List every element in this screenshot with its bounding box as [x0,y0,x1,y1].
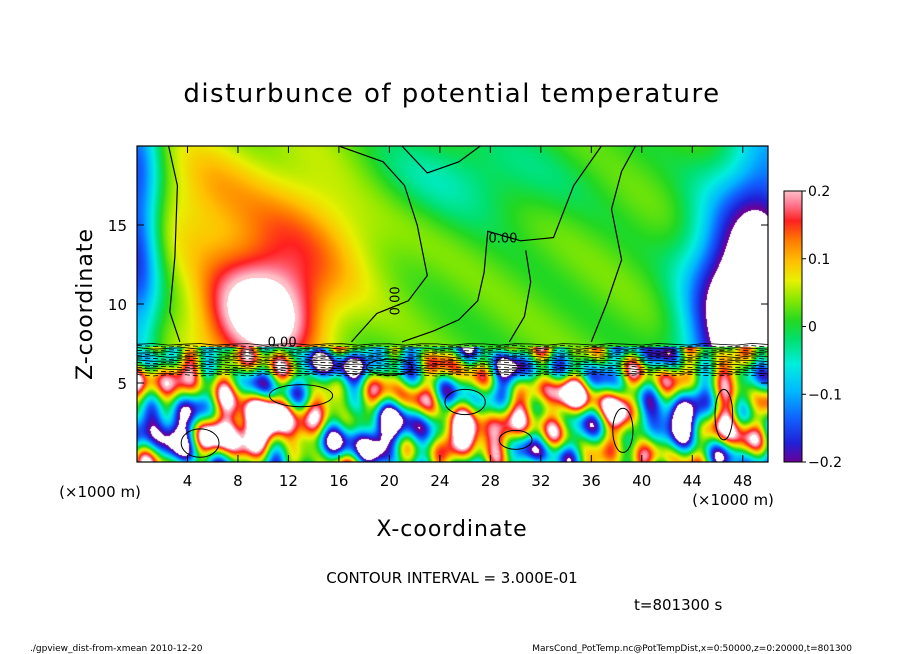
layer-contour [137,373,768,377]
contour-labels: 0.00 0.00 0.00 [268,231,518,350]
y-axis-label: Z-coordinate [73,228,98,380]
layer-contour [137,344,768,348]
y-tick-label: 5 [117,375,127,393]
layer-contour [137,363,768,367]
cell-contour [498,429,533,450]
y-unit-label: (×1000 m) [59,483,141,501]
layer-contour [137,361,768,365]
zero-contour [168,146,181,343]
y-tick-label: 15 [108,217,127,235]
x-tick-label: 44 [683,472,702,490]
layer-contour [137,369,768,373]
contour-label: 0.00 [268,336,297,351]
colorbar-gradient [783,190,803,463]
x-axis-label: X-coordinate [376,517,527,542]
chart-title: disturbunce of potential temperature [183,79,720,109]
y-axis-ticks: 5 10 15 [108,217,768,393]
cell-contour [269,384,334,408]
contour-label: 0.00 [489,231,518,246]
zero-contour [338,146,428,343]
colorbar-tick-label: −0.2 [808,455,842,471]
layer-contour [137,371,768,375]
x-tick-label: 48 [733,472,752,490]
layer-contour [137,365,768,369]
layer-contour [137,349,768,352]
colorbar-tick-label: 0.1 [808,252,830,268]
zero-contour [590,146,637,343]
contour-interval-note: CONTOUR INTERVAL = 3.000E-01 [326,569,577,587]
cell-contour [444,388,486,416]
layer-contour [137,355,768,359]
footer-right: MarsCond_PotTemp.nc@PotTempDist,x=0:5000… [532,644,852,654]
layer-contour [137,359,768,363]
x-tick-label: 4 [183,472,193,490]
cell-contour [612,407,634,454]
colorbar-ticks: 0.2 0.1 0 −0.1 −0.2 [802,184,842,471]
zero-contour [401,146,602,343]
layer-contour [137,367,768,371]
x-tick-label: 32 [531,472,550,490]
cell-contour [714,388,734,441]
contour-lines [137,146,768,458]
x-tick-label: 28 [481,472,500,490]
x-tick-label: 20 [380,472,399,490]
zero-contour [401,146,481,174]
layer-contour [137,351,768,354]
colorbar-tick-label: 0.2 [808,184,830,200]
cell-contour [180,428,220,458]
cell-contour [366,358,413,376]
x-tick-label: 36 [582,472,601,490]
layer-contour [137,347,768,350]
x-unit-label: (×1000 m) [692,491,774,509]
x-tick-label: 40 [632,472,651,490]
x-tick-label: 24 [430,472,449,490]
time-label: t=801300 s [634,596,722,614]
colorbar-tick-label: −0.1 [808,387,842,403]
layer-contour [137,342,768,346]
colorbar-tick-label: 0 [808,320,817,336]
x-tick-label: 12 [279,472,298,490]
x-tick-label: 16 [329,472,348,490]
footer-left: ./gpview_dist-from-xmean 2010-12-20 [30,644,203,654]
zero-contour [508,250,532,343]
x-axis-ticks: 4 8 12 16 20 24 28 32 36 40 44 48 [183,146,752,490]
y-tick-label: 10 [108,296,127,314]
colorbar: 0.2 0.1 0 −0.1 −0.2 [783,184,842,471]
heatmap-image [137,146,768,462]
layer-contour [137,357,768,361]
x-tick-label: 8 [233,472,243,490]
heatmap-field [137,146,768,462]
layer-contour [137,353,768,356]
contour-label: 0.00 [388,286,403,315]
plot-area: 0.000.000.00 4 8 12 16 20 24 28 32 36 40 44 48 5101… [108,145,769,490]
